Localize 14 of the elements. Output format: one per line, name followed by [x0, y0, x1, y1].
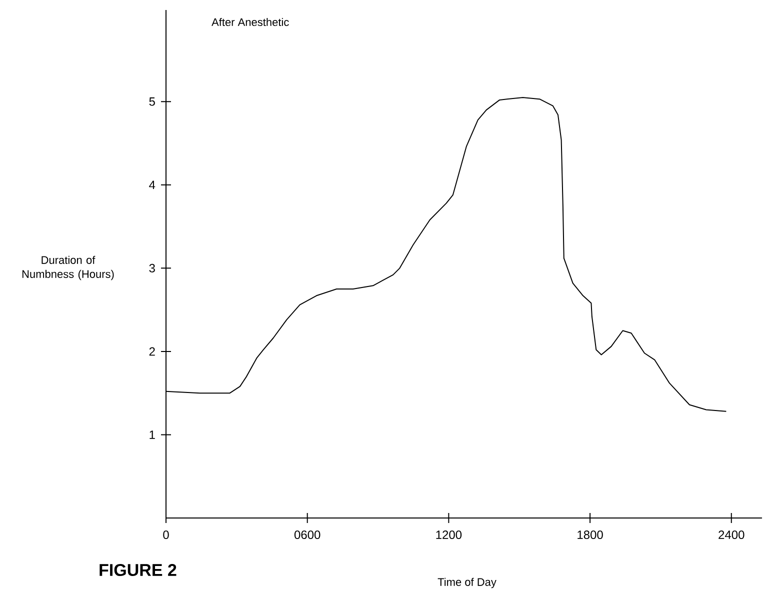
- y-tick-label: 1: [150, 430, 155, 439]
- annotation: After Anesthetic: [212, 18, 289, 26]
- x-axis-title: Time of Day: [438, 578, 496, 588]
- x-tick-label: 1200: [436, 530, 462, 540]
- text: FIGURE 2: [100, 564, 176, 576]
- y-axis-title: Duration of Numbness (Hours): [22, 256, 114, 280]
- y-tick-label: 4: [149, 180, 156, 190]
- y-tick-label: 3: [149, 264, 155, 272]
- x-tick-label: 1800: [578, 530, 603, 540]
- y-tick-label: 5: [149, 97, 155, 106]
- y-tick-label: 2: [149, 347, 155, 356]
- x-tick-label: 2400: [718, 530, 744, 540]
- x-tick-label: 0600: [294, 530, 320, 540]
- x-tick-label: 0: [163, 530, 169, 540]
